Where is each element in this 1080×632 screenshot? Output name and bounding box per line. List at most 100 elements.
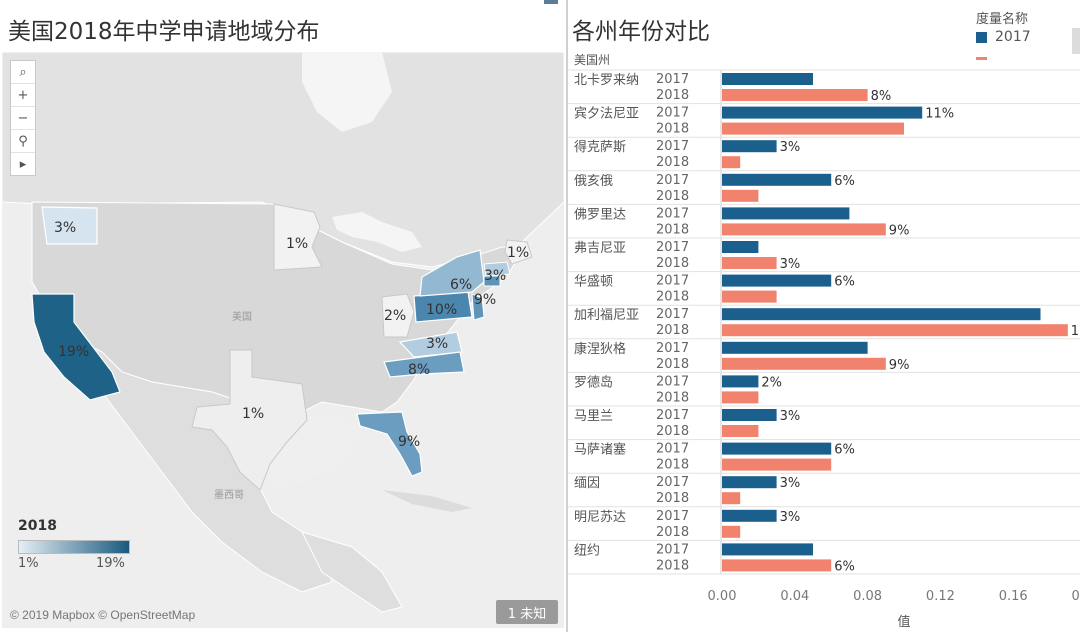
- label-north-carolina: 8%: [408, 362, 430, 378]
- label-new-york: 6%: [450, 277, 472, 293]
- legend-item-2017[interactable]: 2017: [976, 29, 1031, 45]
- x-tick-label: 0.08: [853, 589, 882, 604]
- bar-2017: [722, 375, 759, 388]
- map-attribution[interactable]: © 2019 Mapbox © OpenStreetMap: [10, 608, 196, 622]
- state-label: 马里兰: [574, 409, 613, 424]
- year-label-2017: 2017: [656, 139, 689, 154]
- year-label-2018: 2018: [656, 458, 689, 473]
- state-minnesota: [273, 203, 323, 271]
- map-canvas[interactable]: 3% 1% 19% 1% 2% 10% 6% 3% 1% 9% 3% 8% 9%…: [2, 52, 564, 628]
- country-label: 美国: [232, 310, 252, 323]
- bar-2017: [722, 241, 759, 253]
- pin-icon[interactable]: ⚲: [11, 130, 35, 153]
- state-connecticut: [483, 275, 501, 287]
- state-north-carolina: [383, 351, 465, 378]
- year-label-2017: 2017: [656, 106, 689, 121]
- bar-chart-title: 各州年份对比: [572, 19, 710, 45]
- label-florida: 9%: [398, 434, 420, 450]
- resize-handle[interactable]: [544, 0, 558, 4]
- year-label-2018: 2018: [656, 323, 689, 338]
- year-label-2017: 2017: [656, 442, 689, 457]
- year-label-2017: 2017: [656, 173, 689, 188]
- map-toolbar: ⌕ + − ⚲ ▸: [10, 60, 36, 176]
- legend-gradient: [18, 540, 130, 554]
- state-california: [31, 293, 121, 401]
- label-texas: 1%: [242, 406, 264, 422]
- state-florida: [356, 411, 423, 477]
- year-label-2017: 2017: [656, 206, 689, 221]
- year-label-2018: 2018: [656, 424, 689, 439]
- bar-2017: [722, 106, 923, 119]
- legend-min: 1%: [18, 556, 39, 571]
- state-ohio: [381, 293, 415, 338]
- data-label: 2%: [761, 375, 782, 390]
- x-tick-label: 0.00: [708, 589, 737, 604]
- year-label-2017: 2017: [656, 542, 689, 557]
- label-new-jersey: 9%: [474, 292, 496, 308]
- year-label-2017: 2017: [656, 475, 689, 490]
- year-label-2017: 2017: [656, 374, 689, 389]
- state-maine: [504, 239, 533, 265]
- bar-2018: [722, 458, 832, 471]
- data-label: 6%: [834, 443, 855, 458]
- bar-2017: [722, 173, 832, 186]
- series-legend-title: 度量名称: [976, 12, 1029, 27]
- label-washington: 3%: [54, 220, 76, 236]
- series-legend: 度量名称 2017: [976, 8, 1031, 60]
- bar-2017: [722, 476, 777, 489]
- panel-divider: [566, 0, 568, 632]
- legend-label-2017: 2017: [995, 29, 1031, 45]
- state-label: 得克萨斯: [574, 139, 626, 155]
- year-label-2018: 2018: [656, 256, 689, 271]
- unknown-badge[interactable]: 1 未知: [496, 600, 558, 624]
- x-tick-label: 0.04: [780, 589, 809, 604]
- year-label-2018: 2018: [656, 357, 689, 372]
- data-label: 19%: [1071, 324, 1080, 339]
- legend-item-2018[interactable]: [976, 47, 1031, 60]
- label-massachusetts: 3%: [484, 268, 506, 284]
- legend-title: 2018: [18, 518, 57, 534]
- data-label: 6%: [834, 174, 855, 189]
- year-label-2018: 2018: [656, 290, 689, 305]
- bar-2018: [722, 559, 832, 572]
- x-axis-title: 值: [897, 614, 910, 630]
- zoom-out-icon[interactable]: −: [11, 107, 35, 130]
- search-icon[interactable]: ⌕: [11, 61, 35, 84]
- bar-2017: [722, 207, 850, 220]
- state-new-jersey: [471, 293, 485, 321]
- data-label: 3%: [780, 140, 801, 155]
- bar-2017: [722, 409, 777, 421]
- year-label-2018: 2018: [656, 155, 689, 170]
- scroll-handle[interactable]: [1072, 28, 1080, 54]
- bar-2017: [722, 308, 1041, 321]
- state-label: 康涅狄格: [574, 341, 626, 357]
- legend-swatch-2017: [976, 31, 987, 43]
- zoom-in-icon[interactable]: +: [11, 84, 35, 107]
- year-label-2017: 2017: [656, 408, 689, 423]
- bar-2018: [722, 89, 868, 101]
- year-label-2018: 2018: [656, 122, 689, 137]
- play-icon[interactable]: ▸: [19, 156, 27, 172]
- bar-2018: [722, 324, 1068, 337]
- data-label: 3%: [780, 510, 801, 525]
- bar-2018: [722, 357, 886, 370]
- x-tick-label: 0.12: [926, 589, 955, 604]
- year-label-2017: 2017: [656, 72, 689, 87]
- year-label-2018: 2018: [656, 88, 689, 103]
- row-header: 美国州: [574, 53, 610, 67]
- label-pennsylvania: 10%: [426, 302, 457, 318]
- year-label-2018: 2018: [656, 558, 689, 573]
- state-texas: [191, 349, 308, 491]
- bar-2017: [722, 341, 868, 354]
- label-ohio: 2%: [384, 308, 406, 324]
- data-label: 9%: [889, 223, 910, 238]
- cuba: [382, 490, 472, 512]
- year-label-2017: 2017: [656, 509, 689, 524]
- state-label: 北卡罗来纳: [574, 73, 639, 88]
- year-label-2017: 2017: [656, 240, 689, 255]
- data-label: 3%: [780, 409, 801, 424]
- bar-2018: [722, 257, 777, 269]
- year-label-2017: 2017: [656, 274, 689, 289]
- state-washington: [41, 206, 98, 245]
- x-tick-label: 0.16: [999, 589, 1028, 604]
